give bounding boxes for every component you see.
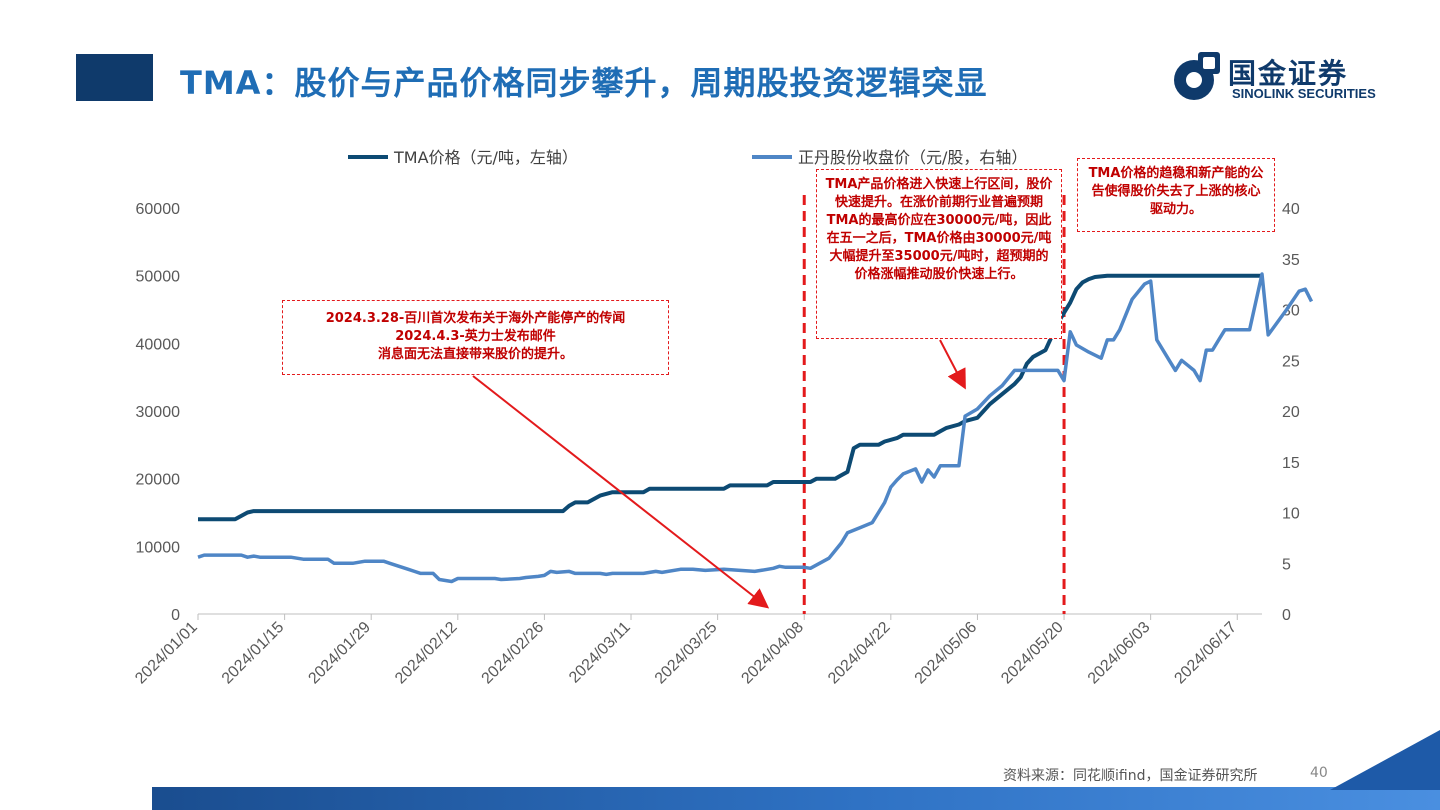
y-right-tick-label: 40 [1282,201,1300,218]
y-right-tick-label: 20 [1282,404,1300,421]
source-note: 资料来源：同花顺ifind，国金证券研究所 [1003,768,1258,784]
y-left-tick-label: 0 [171,607,180,624]
x-tick-label: 2024/06/03 [1085,619,1154,688]
y-left-tick-label: 60000 [136,201,181,218]
y-right-tick-label: 35 [1282,252,1300,269]
y-left-tick-label: 10000 [136,539,181,556]
logo-text-en: SINOLINK SECURITIES [1232,86,1376,101]
title-accent-bar [76,54,153,101]
y-right-tick-label: 25 [1282,353,1300,370]
y-left-tick-label: 40000 [136,336,181,353]
x-tick-label: 2024/01/15 [219,619,288,688]
legend-label: TMA价格（元/吨，左轴） [393,148,578,167]
x-tick-label: 2024/06/17 [1171,619,1240,688]
dual-axis-line-chart: 2024/01/01 2024/01/15 2024/01/29 2024/02/12… [132,148,1314,688]
y-right-tick-label: 15 [1282,455,1300,472]
x-tick-label: 2024/04/08 [738,619,807,688]
annotation-price-surge: TMA产品价格进入快速上行区间，股价快速提升。在涨价前期行业普遍预期TMA的最高… [816,169,1062,339]
x-tick-label: 2024/02/26 [479,619,548,688]
x-tick-label: 2024/03/11 [566,619,634,687]
y-left-tick-label: 50000 [136,269,181,286]
x-tick-label: 2024/01/29 [305,619,374,688]
legend-label: 正丹股份收盘价（元/股，右轴） [798,148,1027,167]
x-tick-label: 2024/05/06 [912,619,981,688]
y-left-tick-label: 20000 [136,472,181,489]
series-line-stock-price [197,272,1314,584]
y-right-tick-label: 5 [1282,556,1291,573]
page-number: 40 [1310,765,1328,781]
annotation-rumor: 2024.3.28-百川首次发布关于海外产能停产的传闻 2024.4.3-英力士… [282,300,669,375]
logo-mark-icon [1174,52,1220,100]
x-tick-label: 2024/04/22 [825,619,894,688]
footer-bar [152,787,1440,810]
annotation-arrow-1 [472,375,770,609]
annotation-arrow-2 [939,339,966,390]
page-title: TMA：股价与产品价格同步攀升，周期股投资逻辑突显 [180,64,988,102]
x-tick-label: 2024/02/12 [392,619,461,688]
company-logo: 国金证券 SINOLINK SECURITIES [1170,48,1410,108]
x-tick-label: 2024/05/20 [998,619,1067,688]
x-tick-label: 2024/03/25 [652,619,721,688]
annotation-stabilize: TMA价格的趋稳和新产能的公告使得股价失去了上涨的核心驱动力。 [1077,158,1275,232]
y-right-tick-label: 10 [1282,506,1300,523]
y-right-tick-label: 0 [1282,607,1291,624]
logo-text-cn: 国金证券 [1228,57,1349,90]
x-tick-label: 2024/01/01 [132,619,201,688]
y-left-tick-label: 30000 [136,404,181,421]
